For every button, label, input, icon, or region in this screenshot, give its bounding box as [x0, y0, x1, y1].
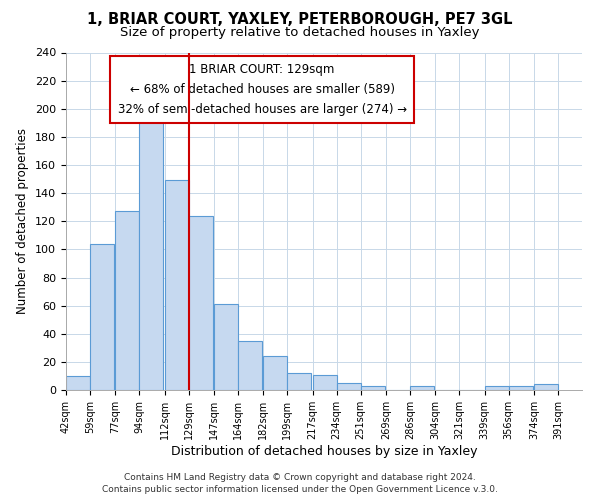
Bar: [509, 386, 533, 390]
Bar: [263, 356, 287, 390]
Bar: [90, 244, 114, 390]
Bar: [534, 384, 558, 390]
Bar: [66, 376, 90, 390]
Bar: [485, 386, 509, 390]
Bar: [164, 180, 188, 390]
Bar: [313, 374, 337, 390]
Text: Contains HM Land Registry data © Crown copyright and database right 2024.
Contai: Contains HM Land Registry data © Crown c…: [102, 472, 498, 494]
Text: 1 BRIAR COURT: 129sqm
← 68% of detached houses are smaller (589)
32% of semi-det: 1 BRIAR COURT: 129sqm ← 68% of detached …: [118, 62, 407, 116]
Bar: [410, 386, 434, 390]
Text: Size of property relative to detached houses in Yaxley: Size of property relative to detached ho…: [120, 26, 480, 39]
Bar: [287, 373, 311, 390]
Bar: [139, 110, 163, 390]
Bar: [361, 386, 385, 390]
Bar: [238, 341, 262, 390]
Y-axis label: Number of detached properties: Number of detached properties: [16, 128, 29, 314]
X-axis label: Distribution of detached houses by size in Yaxley: Distribution of detached houses by size …: [171, 444, 477, 458]
Text: 1, BRIAR COURT, YAXLEY, PETERBOROUGH, PE7 3GL: 1, BRIAR COURT, YAXLEY, PETERBOROUGH, PE…: [87, 12, 513, 28]
Bar: [115, 212, 139, 390]
Bar: [337, 383, 361, 390]
Bar: [188, 216, 212, 390]
Bar: [214, 304, 238, 390]
